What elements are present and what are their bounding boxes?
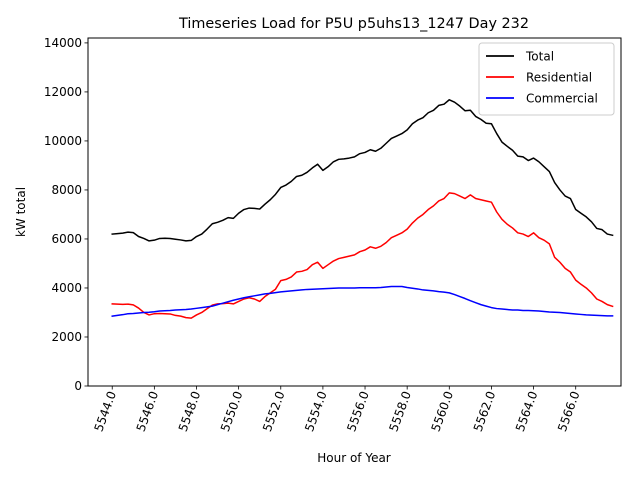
y-tick-label: 6000	[51, 232, 82, 246]
y-tick-label: 8000	[51, 183, 82, 197]
plot-frame	[87, 37, 622, 387]
x-axis-label: Hour of Year	[317, 451, 391, 465]
legend-label-total: Total	[525, 50, 554, 64]
legend: Total Residential Commercial	[478, 42, 615, 116]
series-line-commercial	[111, 285, 614, 317]
legend-label-residential: Residential	[526, 71, 592, 85]
y-tick-label: 4000	[51, 281, 82, 295]
series-lines	[111, 99, 614, 319]
y-tick-label: 12000	[44, 85, 82, 99]
legend-label-commercial: Commercial	[526, 92, 598, 106]
series-line-total	[111, 99, 614, 242]
legend-box	[478, 42, 615, 116]
chart-title: Timeseries Load for P5U p5uhs13_1247 Day…	[178, 16, 529, 32]
y-tick-label: 14000	[44, 36, 82, 50]
y-axis-label: kW total	[14, 187, 28, 237]
y-tick-label: 0	[74, 379, 82, 393]
y-axis-ticks: 0 2000 4000 6000 8000 10000 12000 14000	[44, 36, 88, 393]
y-tick-label: 2000	[51, 330, 82, 344]
series-line-residential	[111, 192, 614, 319]
y-tick-label: 10000	[44, 134, 82, 148]
